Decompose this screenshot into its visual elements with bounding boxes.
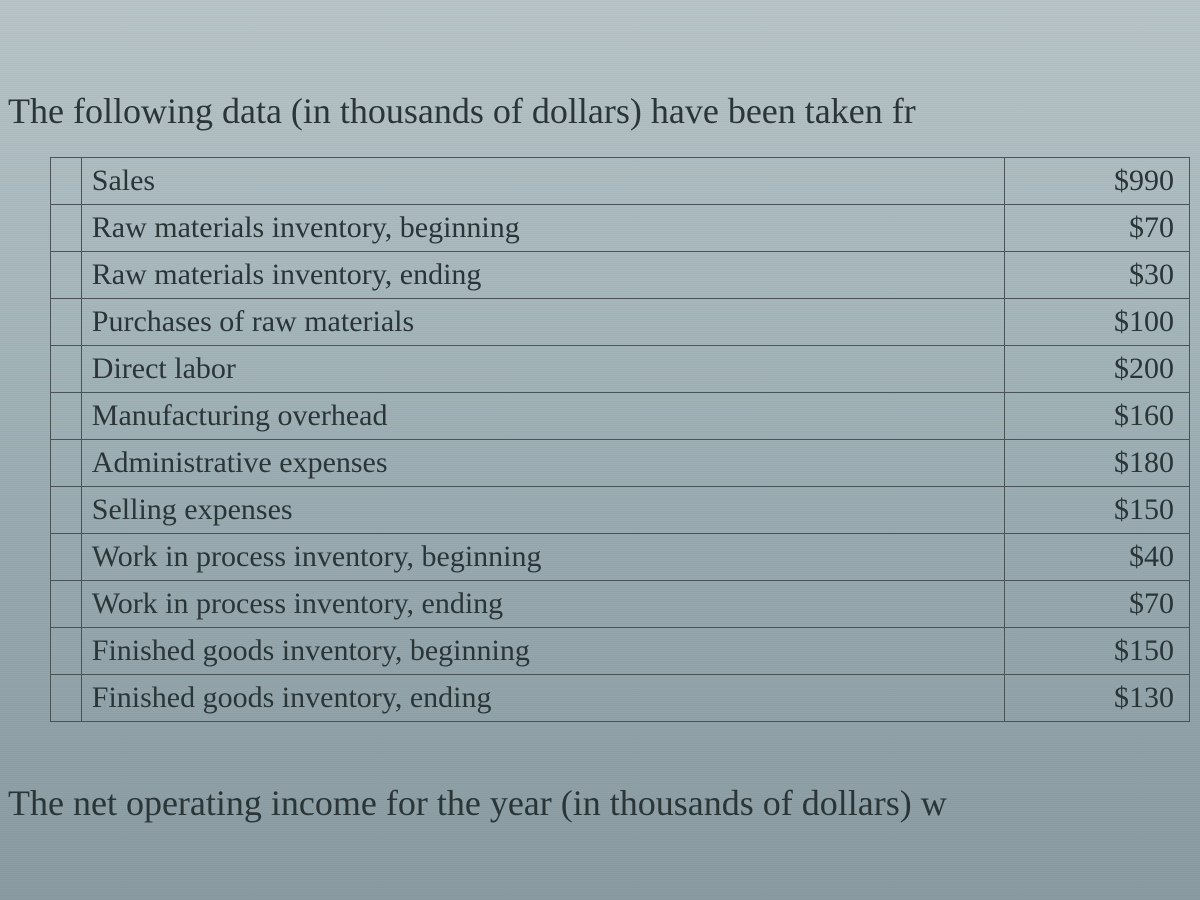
financial-data-table: Sales $990 Raw materials inventory, begi…	[50, 157, 1190, 722]
label-cell: Finished goods inventory, ending	[81, 675, 1005, 722]
table-row: Selling expenses $150	[51, 487, 1190, 534]
row-label: Work in process inventory, beginning	[92, 540, 550, 573]
row-prefix-cell	[51, 534, 82, 581]
row-label: Raw materials inventory, beginning	[92, 211, 528, 244]
row-prefix-cell	[51, 252, 82, 299]
label-cell: Administrative expenses	[81, 440, 1005, 487]
row-label: Raw materials inventory, ending	[92, 258, 490, 291]
value-cell: $100	[1005, 299, 1190, 346]
value-cell: $990	[1005, 158, 1190, 205]
value-cell: $150	[1005, 487, 1190, 534]
row-prefix-cell	[51, 299, 82, 346]
table-row: Administrative expenses $180	[51, 440, 1190, 487]
value-cell: $200	[1005, 346, 1190, 393]
intro-paragraph: The following data (in thousands of doll…	[0, 90, 1200, 132]
label-cell: Direct labor	[81, 346, 1005, 393]
row-prefix-cell	[51, 440, 82, 487]
row-label: Finished goods inventory, beginning	[92, 634, 538, 667]
table-row: Finished goods inventory, beginning $150	[51, 628, 1190, 675]
row-label: Purchases of raw materials	[92, 305, 422, 338]
row-label: Finished goods inventory, ending	[92, 681, 500, 714]
row-prefix-cell	[51, 158, 82, 205]
table-row: Raw materials inventory, ending $30	[51, 252, 1190, 299]
label-cell: Work in process inventory, beginning	[81, 534, 1005, 581]
label-cell: Manufacturing overhead	[81, 393, 1005, 440]
value-cell: $150	[1005, 628, 1190, 675]
outro-paragraph: The net operating income for the year (i…	[0, 782, 1200, 824]
table-row: Manufacturing overhead $160	[51, 393, 1190, 440]
label-cell: Purchases of raw materials	[81, 299, 1005, 346]
row-label: Sales	[92, 164, 163, 197]
label-cell: Raw materials inventory, beginning	[81, 205, 1005, 252]
row-prefix-cell	[51, 346, 82, 393]
row-prefix-cell	[51, 581, 82, 628]
document-content: The following data (in thousands of doll…	[0, 0, 1200, 824]
row-label: Administrative expenses	[92, 446, 396, 479]
label-cell: Raw materials inventory, ending	[81, 252, 1005, 299]
table-row: Sales $990	[51, 158, 1190, 205]
row-label: Selling expenses	[92, 493, 301, 526]
table-row: Purchases of raw materials $100	[51, 299, 1190, 346]
table-row: Work in process inventory, beginning $40	[51, 534, 1190, 581]
leader-dots	[82, 190, 995, 194]
table-row: Direct labor $200	[51, 346, 1190, 393]
table-body: Sales $990 Raw materials inventory, begi…	[51, 158, 1190, 722]
table-row: Raw materials inventory, beginning $70	[51, 205, 1190, 252]
label-cell: Sales	[81, 158, 1005, 205]
value-cell: $30	[1005, 252, 1190, 299]
table-row: Work in process inventory, ending $70	[51, 581, 1190, 628]
value-cell: $180	[1005, 440, 1190, 487]
value-cell: $70	[1005, 205, 1190, 252]
value-cell: $70	[1005, 581, 1190, 628]
row-prefix-cell	[51, 205, 82, 252]
table-row: Finished goods inventory, ending $130	[51, 675, 1190, 722]
row-prefix-cell	[51, 675, 82, 722]
row-prefix-cell	[51, 393, 82, 440]
value-cell: $160	[1005, 393, 1190, 440]
row-label: Direct labor	[92, 352, 244, 385]
row-label: Manufacturing overhead	[92, 399, 396, 432]
value-cell: $130	[1005, 675, 1190, 722]
row-label: Work in process inventory, ending	[92, 587, 511, 620]
row-prefix-cell	[51, 487, 82, 534]
label-cell: Work in process inventory, ending	[81, 581, 1005, 628]
row-prefix-cell	[51, 628, 82, 675]
label-cell: Finished goods inventory, beginning	[81, 628, 1005, 675]
label-cell: Selling expenses	[81, 487, 1005, 534]
value-cell: $40	[1005, 534, 1190, 581]
